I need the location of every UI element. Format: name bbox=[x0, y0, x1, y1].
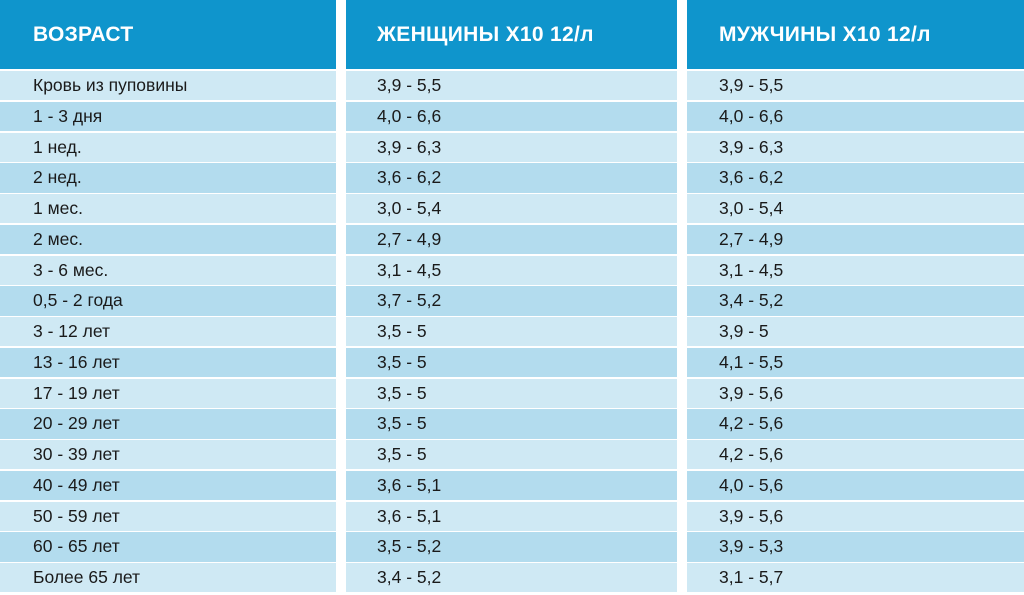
table-cell: 4,0 - 6,6 bbox=[687, 101, 1024, 131]
column-cells: 3,9 - 5,5 4,0 - 6,6 3,9 - 6,3 3,6 - 6,2 3,0 … bbox=[346, 71, 677, 593]
table-cell: 4,2 - 5,6 bbox=[687, 409, 1024, 439]
table-cell: 3,1 - 4,5 bbox=[687, 255, 1024, 285]
table-cell: 30 - 39 лет bbox=[0, 440, 336, 470]
table-cell: 3 - 6 мес. bbox=[0, 255, 336, 285]
table-cell: 3,0 - 5,4 bbox=[687, 194, 1024, 224]
table-cell: 3,4 - 5,2 bbox=[687, 286, 1024, 316]
table-cell: 3,9 - 5,5 bbox=[687, 71, 1024, 101]
table-cell: 3,5 - 5 bbox=[346, 440, 677, 470]
table-cell: 60 - 65 лет bbox=[0, 532, 336, 562]
table-cell: 3,5 - 5,2 bbox=[346, 532, 677, 562]
table-cell: 2,7 - 4,9 bbox=[346, 224, 677, 254]
table-cell: 3,9 - 5,3 bbox=[687, 532, 1024, 562]
table-cell: Более 65 лет bbox=[0, 563, 336, 593]
table-cell: 3,9 - 5,6 bbox=[687, 501, 1024, 531]
table-cell: 1 мес. bbox=[0, 194, 336, 224]
table-cell: 2 мес. bbox=[0, 224, 336, 254]
column-men: МУЖЧИНЫ Х10 12/л 3,9 - 5,5 4,0 - 6,6 3,9 -… bbox=[687, 0, 1024, 595]
table-cell: 20 - 29 лет bbox=[0, 409, 336, 439]
table-cell: 3,6 - 5,1 bbox=[346, 501, 677, 531]
table-cell: 3,7 - 5,2 bbox=[346, 286, 677, 316]
table-cell: Кровь из пуповины bbox=[0, 71, 336, 101]
table-cell: 3,5 - 5 bbox=[346, 409, 677, 439]
table-cell: 3,9 - 6,3 bbox=[346, 132, 677, 162]
table-cell: 1 - 3 дня bbox=[0, 101, 336, 131]
table-cell: 40 - 49 лет bbox=[0, 470, 336, 500]
table-cell: 17 - 19 лет bbox=[0, 378, 336, 408]
table-cell: 50 - 59 лет bbox=[0, 501, 336, 531]
header-men: МУЖЧИНЫ Х10 12/л bbox=[687, 0, 1024, 69]
table-cell: 3,6 - 6,2 bbox=[687, 163, 1024, 193]
table-cell: 3,1 - 4,5 bbox=[346, 255, 677, 285]
table-cell: 3,6 - 6,2 bbox=[346, 163, 677, 193]
header-women: ЖЕНЩИНЫ Х10 12/л bbox=[346, 0, 677, 69]
table-cell: 4,1 - 5,5 bbox=[687, 347, 1024, 377]
table-cell: 3,5 - 5 bbox=[346, 378, 677, 408]
table-cell: 3,0 - 5,4 bbox=[346, 194, 677, 224]
column-cells: 3,9 - 5,5 4,0 - 6,6 3,9 - 6,3 3,6 - 6,2 3,0 … bbox=[687, 71, 1024, 593]
table-cell: 3,9 - 5,5 bbox=[346, 71, 677, 101]
table-cell: 3,4 - 5,2 bbox=[346, 563, 677, 593]
table-cell: 4,0 - 6,6 bbox=[346, 101, 677, 131]
table-cell: 3,5 - 5 bbox=[346, 317, 677, 347]
column-age: ВОЗРАСТ Кровь из пуповины 1 - 3 дня 1 нед.… bbox=[0, 0, 336, 595]
table-cell: 3 - 12 лет bbox=[0, 317, 336, 347]
table-cell: 0,5 - 2 года bbox=[0, 286, 336, 316]
table-cell: 2,7 - 4,9 bbox=[687, 224, 1024, 254]
table-cell: 3,9 - 5 bbox=[687, 317, 1024, 347]
table-cell: 4,2 - 5,6 bbox=[687, 440, 1024, 470]
header-age: ВОЗРАСТ bbox=[0, 0, 336, 69]
column-cells: Кровь из пуповины 1 - 3 дня 1 нед. 2 нед. 1 … bbox=[0, 71, 336, 593]
table-cell: 1 нед. bbox=[0, 132, 336, 162]
table-cell: 3,1 - 5,7 bbox=[687, 563, 1024, 593]
table-cell: 4,0 - 5,6 bbox=[687, 470, 1024, 500]
table-cell: 3,5 - 5 bbox=[346, 347, 677, 377]
table-cell: 3,9 - 6,3 bbox=[687, 132, 1024, 162]
table-cell: 3,6 - 5,1 bbox=[346, 470, 677, 500]
table-cell: 2 нед. bbox=[0, 163, 336, 193]
column-women: ЖЕНЩИНЫ Х10 12/л 3,9 - 5,5 4,0 - 6,6 3,9 -… bbox=[346, 0, 677, 595]
table-cell: 13 - 16 лет bbox=[0, 347, 336, 377]
table-cell: 3,9 - 5,6 bbox=[687, 378, 1024, 408]
